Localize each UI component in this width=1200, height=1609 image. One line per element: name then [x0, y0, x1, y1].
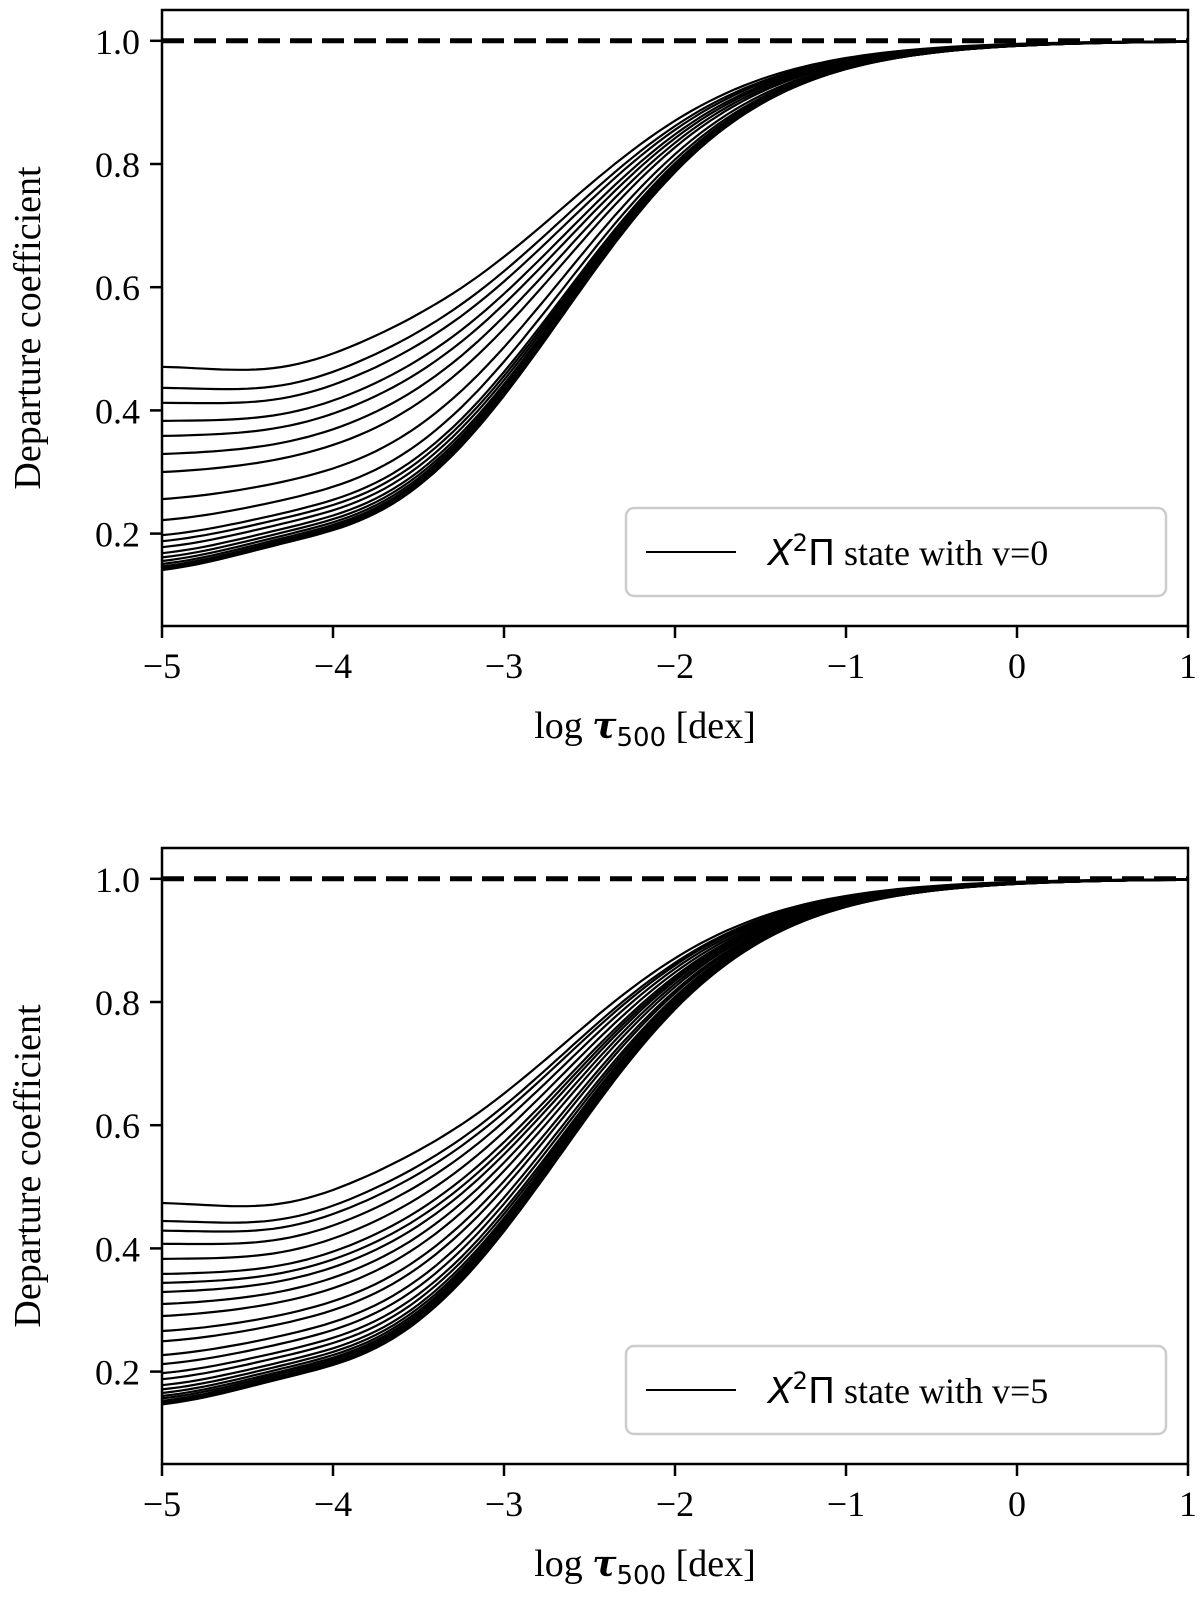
departure-curve	[162, 878, 1188, 1318]
x-tick-label: 0	[1008, 646, 1026, 686]
departure-curve	[162, 40, 1188, 555]
y-tick-label: 1.0	[95, 22, 140, 62]
departure-curve	[162, 40, 1188, 405]
x-tick-label: −2	[656, 1484, 694, 1524]
departure-curve	[162, 40, 1188, 371]
y-tick-label: 0.2	[95, 515, 140, 555]
departure-curve	[162, 878, 1188, 1387]
x-axis-label: log τ500 [dex]	[534, 705, 756, 753]
curve-group	[162, 878, 1188, 1406]
legend-label: X2Π state with v=0	[766, 529, 1048, 574]
legend-box	[624, 1344, 1168, 1436]
y-tick-label: 0.6	[95, 268, 140, 308]
x-tick-label: −3	[485, 646, 523, 686]
departure-curve	[162, 40, 1188, 537]
y-tick-label: 0.8	[95, 145, 140, 185]
departure-curve	[162, 878, 1188, 1391]
y-tick-label: 0.2	[95, 1353, 140, 1393]
departure-curve	[162, 40, 1188, 474]
legend-box	[624, 506, 1168, 598]
departure-curve	[162, 878, 1188, 1246]
x-axis-label: log τ500 [dex]	[534, 1543, 756, 1591]
y-axis-label: Departure coefficient	[7, 1004, 49, 1328]
x-tick-label: 1	[1179, 1484, 1197, 1524]
departure-curve	[162, 878, 1188, 1260]
departure-curve	[162, 878, 1188, 1333]
departure-curve	[162, 40, 1188, 559]
departure-curve	[162, 878, 1188, 1406]
departure-curve	[162, 40, 1188, 543]
x-tick-label: −5	[143, 1484, 181, 1524]
chart-panel-bottom: −5 −4 −3 −2 −1 0 1 0.2 0.4 0.6 0.8 1.0 log τ500 [dex…	[7, 846, 1197, 1591]
departure-curve	[162, 40, 1188, 422]
chart-panel-top: −5 −4 −3 −2 −1 0 1 0.2 0.4 0.6 0.8 1.0 log τ500 [dex…	[7, 8, 1197, 753]
y-tick-label: 0.4	[95, 391, 140, 431]
departure-curve	[162, 40, 1188, 572]
legend-label: X2Π state with v=5	[766, 1367, 1048, 1412]
x-tick-label: −5	[143, 646, 181, 686]
x-tick-label: −4	[314, 1484, 352, 1524]
curve-group	[162, 40, 1188, 572]
x-tick-label: −1	[827, 646, 865, 686]
departure-curve	[162, 878, 1188, 1208]
y-tick-label: 0.8	[95, 983, 140, 1023]
y-axis-label: Departure coefficient	[7, 166, 49, 490]
legend: X2Π state with v=0	[624, 506, 1168, 598]
y-tick-label: 0.6	[95, 1106, 140, 1146]
y-tick-label: 1.0	[95, 860, 140, 900]
x-tick-label: −3	[485, 1484, 523, 1524]
departure-curve	[162, 878, 1188, 1275]
x-tick-label: 1	[1179, 646, 1197, 686]
departure-curve	[162, 878, 1188, 1224]
departure-curve	[162, 40, 1188, 549]
legend: X2Π state with v=5	[624, 1344, 1168, 1436]
departure-curve	[162, 878, 1188, 1284]
departure-curve	[162, 878, 1188, 1381]
y-tick-label: 0.4	[95, 1229, 140, 1269]
x-tick-label: −2	[656, 646, 694, 686]
departure-curve	[162, 878, 1188, 1233]
departure-curve	[162, 878, 1188, 1366]
x-tick-label: 0	[1008, 1484, 1026, 1524]
x-tick-label: −4	[314, 646, 352, 686]
departure-curve	[162, 40, 1188, 456]
departure-curve	[162, 40, 1188, 391]
departure-curve	[162, 878, 1188, 1306]
departure-curve	[162, 40, 1188, 501]
x-tick-label: −1	[827, 1484, 865, 1524]
departure-curve	[162, 40, 1188, 522]
departure-curve	[162, 878, 1188, 1375]
